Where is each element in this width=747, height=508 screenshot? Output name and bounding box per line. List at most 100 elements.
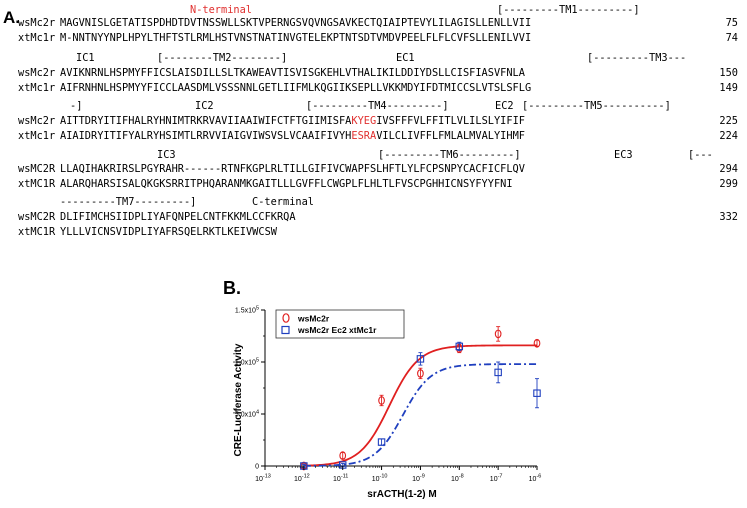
sequence-row: xtMc1r M-NNTNYYNPLHPYLTHFTSTLRMLHSTVNSTN…: [0, 31, 747, 46]
data-point-circle: [494, 329, 502, 339]
legend-box: [275, 309, 405, 339]
sequence-name: xtMC1R: [18, 226, 56, 238]
sequence-position: 149: [719, 82, 738, 94]
region-ec1: EC1: [396, 52, 415, 64]
x-tick-label: 10-13: [255, 474, 271, 484]
panel-b-dose-response-chart: B. 0 5.0x104 1.0x105 1.5x105 10-13 10-12 10-11…: [220, 278, 550, 503]
y-axis-label: CRE-Luciferase Activity: [233, 343, 244, 456]
data-point-square: [416, 355, 425, 363]
sequence-name: xtMc1r: [18, 32, 56, 44]
region-tm3-end: -]: [70, 100, 83, 112]
sequence-name: wsMc2r: [18, 17, 56, 29]
data-point-square: [533, 389, 541, 397]
x-axis-label: srACTH(1-2) M: [367, 489, 436, 500]
sequence-residues: AIFRNHNLHSPMYYFICCLAASDMLVSSSNNLGETLIIFM…: [60, 82, 532, 94]
panel-a-sequence-alignment: A. N-terminal [---------TM1---------] ws…: [0, 4, 747, 240]
data-point-square: [494, 368, 502, 377]
legend: wsMc2r wsMc2r Ec2 xtMc1r: [275, 309, 405, 339]
sequence-row: wsMc2r AVIKNRNLHSPMYFFICSLAISDILLSLTKAWE…: [0, 66, 747, 81]
sequence-name: xtMc1r: [18, 82, 56, 94]
region-tm4: [---------TM4---------]: [306, 100, 449, 112]
legend-circle-icon: [282, 313, 290, 323]
y-tick-label: 1.0x105: [235, 358, 259, 367]
x-tick-label: 10-7: [490, 474, 503, 484]
sequence-row: wsMc2r MAGVNISLGETATISPDHDTDVTNSSWLLSKTV…: [0, 16, 747, 31]
sequence-segment: IVSFFFVLFFITLVLILSLYIFIF: [376, 115, 525, 127]
sequence-residues: M-NNTNYYNPLHPYLTHFTSTLRMLHSTVNSTNATINVGT…: [60, 32, 532, 44]
region-tm3: [---------TM3---: [587, 52, 687, 64]
x-tick-label: 10-10: [372, 474, 388, 484]
sequence-name: xtMc1r: [18, 130, 56, 142]
axis-ticks: 0 5.0x104 1.0x105 1.5x105 10-13 10-12 10-11 10-…: [235, 306, 541, 484]
fit-curve-square: [303, 363, 537, 467]
region-ic1: IC1: [76, 52, 95, 64]
data-point-square: [377, 438, 386, 446]
sequence-row: xtMC1R ALARQHARSISALQKGKSRRITPHQARANMKGA…: [0, 177, 747, 192]
data-point-circle: [378, 396, 385, 405]
data-point-circle: [339, 451, 347, 460]
sequence-residues: ALARQHARSISALQKGKSRRITPHQARANMKGAITLLLGV…: [60, 178, 513, 190]
sequence-residues: DLIFIMCHSIIDPLIYAFQNPELCNTFKKMLCCFKRQA: [60, 211, 296, 223]
sequence-residues: MAGVNISLGETATISPDHDTDVTNSSWLLSKTVPERNGSV…: [60, 17, 532, 29]
data-points: [300, 326, 541, 471]
legend-label-chimera: wsMc2r Ec2 xtMc1r: [297, 325, 377, 335]
sequence-row: xtMc1r AIFRNHNLHSPMYYFICCLAASDMLVSSSNNLG…: [0, 81, 747, 96]
legend-label-wsmc2r: wsMc2r: [297, 314, 330, 324]
sequence-residues: LLAQIHAKRIRSLPGYRAHR------RTNFKGPLRLTILL…: [60, 163, 525, 175]
data-point-circle: [417, 369, 424, 378]
sequence-position: 225: [719, 115, 738, 127]
region-ic3: IC3: [157, 149, 176, 161]
ec2-highlight: ESRA: [351, 130, 377, 142]
sequence-residues: YLLLVICNSVIDPLIYAFRSQELRKTLKEIVWCSW: [60, 226, 277, 238]
y-tick-label: 1.5x105: [235, 306, 259, 315]
region-ec3: EC3: [614, 149, 633, 161]
sequence-residues: AIAIDRYITIFYALRYHSIMTLRRVVIAIGVIWSVSLVCA…: [60, 129, 525, 144]
region-c-terminal: C-terminal: [252, 196, 314, 208]
sequence-segment: VILCLIVFFLFMLALMVALYIHMF: [376, 130, 525, 142]
y-tick-label: 0: [255, 464, 259, 471]
sequence-position: 224: [719, 130, 738, 142]
sequence-residues: AITTDRYITIFHALRYHNIMTRKRVAVIIAAIWIFCTFTG…: [60, 114, 525, 129]
sequence-name: wsMc2r: [18, 115, 56, 127]
sequence-segment: AITTDRYITIFHALRYHNIMTRKRVAVIIAAIWIFCTFTG…: [60, 115, 352, 127]
sequence-position: 332: [719, 211, 738, 223]
data-point-square: [455, 342, 464, 351]
panel-a-label: A.: [3, 8, 20, 27]
x-tick-label: 10-8: [451, 474, 464, 484]
region-ec2: EC2: [495, 100, 514, 112]
sequence-name: wsMc2r: [18, 67, 56, 79]
x-tick-label: 10-9: [412, 474, 425, 484]
sequence-name: wsMC2R: [18, 163, 56, 175]
legend-square-icon: [281, 325, 290, 335]
sequence-position: 150: [719, 67, 738, 79]
sequence-segment: AIAIDRYITIFYALRYHSIMTLRRVVIAIGVIWSVSLVCA…: [60, 130, 352, 142]
region-tm6: [---------TM6---------]: [378, 149, 521, 161]
region-tm2: [--------TM2--------]: [157, 52, 288, 64]
region-tm7-start: [---: [688, 149, 713, 161]
region-n-terminal: N-terminal: [190, 4, 252, 16]
sequence-name: xtMC1R: [18, 178, 56, 190]
sequence-row: wsMC2R DLIFIMCHSIIDPLIYAFQNPELCNTFKKMLCC…: [0, 210, 747, 225]
data-point-circle: [533, 338, 541, 348]
y-tick-label: 5.0x104: [235, 410, 259, 419]
dose-response-plot: 0 5.0x104 1.0x105 1.5x105 10-13 10-12 10-11 10-…: [233, 306, 541, 501]
ec2-highlight: KYEG: [351, 115, 377, 127]
sequence-position: 299: [719, 178, 738, 190]
x-tick-label: 10-11: [333, 474, 348, 484]
sequence-row: xtMc1r AIAIDRYITIFYALRYHSIMTLRRVVIAIGVIW…: [0, 129, 747, 144]
region-tm5: [---------TM5----------]: [522, 100, 671, 112]
sequence-name: wsMC2R: [18, 211, 56, 223]
region-tm7: ---------TM7---------]: [60, 196, 197, 208]
sequence-row: xtMC1R YLLLVICNSVIDPLIYAFRSQELRKTLKEIVWC…: [0, 225, 747, 240]
sequence-position: 75: [725, 17, 738, 29]
panel-b-label: B.: [223, 278, 241, 298]
x-tick-label: 10-6: [529, 474, 542, 484]
sequence-residues: AVIKNRNLHSPMYFFICSLAISDILLSLTKAWEAVTISVI…: [60, 67, 525, 79]
region-tm1: [---------TM1---------]: [497, 4, 640, 16]
x-tick-label: 10-12: [294, 474, 310, 484]
sequence-row: wsMC2R LLAQIHAKRIRSLPGYRAHR------RTNFKGP…: [0, 162, 747, 177]
region-ic2: IC2: [195, 100, 214, 112]
sequence-position: 74: [725, 32, 738, 44]
sequence-row: wsMc2r AITTDRYITIFHALRYHNIMTRKRVAVIIAAIW…: [0, 114, 747, 129]
sequence-position: 294: [719, 163, 738, 175]
